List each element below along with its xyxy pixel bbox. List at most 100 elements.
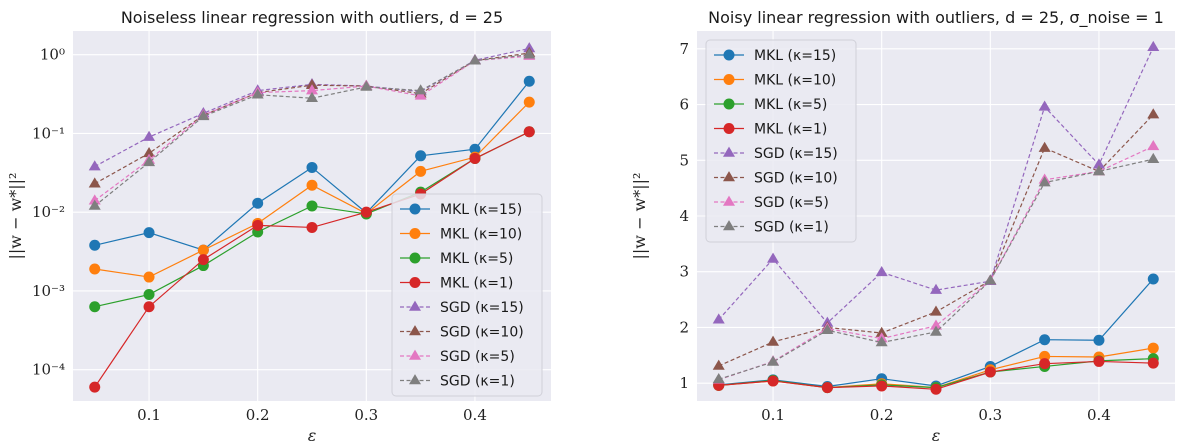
data-point bbox=[875, 336, 888, 347]
data-point bbox=[929, 305, 943, 316]
data-point bbox=[251, 88, 264, 99]
x-tick-label: 0.2 bbox=[870, 406, 894, 424]
data-point bbox=[1147, 40, 1160, 51]
legend-label: MKL (κ=15) bbox=[754, 48, 836, 64]
data-point bbox=[88, 160, 101, 171]
x-axis-label: ε bbox=[932, 426, 941, 444]
y-tick-label: 2 bbox=[679, 318, 689, 336]
data-point bbox=[469, 143, 481, 155]
x-tick-label: 0.3 bbox=[354, 406, 378, 424]
legend-marker bbox=[722, 220, 736, 231]
data-point bbox=[197, 244, 209, 256]
data-point bbox=[929, 283, 943, 294]
series-line bbox=[94, 55, 530, 202]
x-tick-label: 0.1 bbox=[761, 406, 785, 424]
x-tick-label: 0.3 bbox=[978, 406, 1002, 424]
data-point bbox=[306, 221, 318, 233]
legend-label: SGD (κ=1) bbox=[440, 374, 515, 390]
data-point bbox=[984, 366, 996, 378]
series-SGD (κ=1) bbox=[712, 152, 1160, 384]
data-point bbox=[414, 89, 427, 100]
y-tick-label: 10⁻⁴ bbox=[32, 361, 65, 379]
data-point bbox=[88, 194, 101, 205]
data-point bbox=[523, 126, 535, 138]
legend-marker bbox=[408, 349, 422, 360]
legend-marker bbox=[722, 146, 736, 157]
series-line bbox=[718, 145, 1154, 381]
data-point bbox=[469, 153, 481, 165]
data-point bbox=[143, 130, 156, 141]
data-point bbox=[360, 206, 372, 218]
legend-label: MKL (κ=1) bbox=[754, 122, 827, 138]
data-point bbox=[984, 274, 997, 285]
data-point bbox=[252, 219, 264, 231]
data-point bbox=[1093, 355, 1105, 367]
series-MKL (κ=1) bbox=[713, 355, 1159, 395]
legend-label: MKL (κ=1) bbox=[440, 276, 513, 292]
data-point bbox=[929, 319, 943, 330]
data-point bbox=[875, 326, 888, 337]
data-point bbox=[89, 301, 101, 313]
data-point bbox=[89, 263, 101, 275]
y-tick-label: 3 bbox=[679, 263, 689, 281]
data-point bbox=[1147, 357, 1159, 369]
data-point bbox=[1038, 141, 1051, 152]
data-point bbox=[1147, 140, 1160, 151]
data-point bbox=[306, 161, 318, 173]
data-point bbox=[767, 252, 780, 263]
data-point bbox=[143, 146, 156, 158]
x-tick-label: 0.2 bbox=[246, 406, 270, 424]
legend-box bbox=[705, 39, 857, 243]
data-point bbox=[88, 177, 101, 188]
data-point bbox=[1038, 100, 1051, 111]
y-tick-label: 10⁰ bbox=[40, 46, 65, 64]
data-point bbox=[821, 323, 834, 335]
data-point bbox=[414, 84, 427, 95]
data-point bbox=[929, 325, 943, 336]
data-point bbox=[252, 197, 264, 209]
chart-noiseless: 0.1 0.2 0.3 0.4 10⁻⁴ 10⁻³ 10⁻² 10⁻¹ 10⁰ Noiseless… bbox=[6, 8, 551, 444]
chart-title: Noisy linear regression with outliers, d… bbox=[708, 8, 1164, 28]
data-point bbox=[360, 80, 373, 91]
legend-label: SGD (κ=15) bbox=[754, 146, 838, 162]
legend-marker bbox=[408, 374, 422, 385]
y-tick-label: 10⁻³ bbox=[32, 282, 65, 300]
data-point bbox=[875, 265, 888, 277]
legend-label: SGD (κ=15) bbox=[440, 300, 524, 316]
y-tick-label: 7 bbox=[679, 40, 689, 58]
data-point bbox=[143, 271, 155, 283]
data-point bbox=[305, 78, 319, 89]
legend-marker bbox=[722, 195, 736, 206]
data-point bbox=[197, 109, 210, 121]
data-point bbox=[197, 254, 209, 266]
x-axis-label: ε bbox=[308, 426, 317, 444]
legend-marker bbox=[723, 123, 735, 134]
legend-marker bbox=[409, 252, 421, 264]
data-point bbox=[143, 289, 155, 301]
data-point bbox=[89, 239, 101, 251]
series-line bbox=[718, 46, 1154, 324]
data-point bbox=[1147, 152, 1160, 163]
legend: MKL (κ=15) MKL (κ=10) MKL (κ=5) MKL (κ=1) SG… bbox=[391, 193, 543, 397]
legend-label: SGD (κ=1) bbox=[754, 220, 829, 236]
data-point bbox=[415, 150, 427, 162]
data-point bbox=[712, 372, 725, 384]
legend-label: MKL (κ=5) bbox=[440, 251, 513, 267]
data-point bbox=[88, 199, 101, 210]
y-tick-label: 4 bbox=[679, 207, 689, 225]
data-point bbox=[523, 48, 536, 59]
data-point bbox=[1093, 334, 1105, 346]
data-point bbox=[1147, 342, 1159, 354]
data-point bbox=[876, 380, 888, 392]
data-point bbox=[1092, 165, 1105, 176]
legend-marker bbox=[409, 228, 421, 239]
data-point bbox=[305, 84, 319, 95]
y-tick-label: 10⁻¹ bbox=[32, 124, 65, 142]
data-point bbox=[767, 355, 780, 366]
legend-label: SGD (κ=5) bbox=[440, 349, 515, 365]
x-tick-label: 0.4 bbox=[463, 406, 487, 424]
data-point bbox=[523, 96, 535, 108]
legend-label: SGD (κ=10) bbox=[440, 325, 524, 341]
data-point bbox=[1092, 158, 1105, 169]
